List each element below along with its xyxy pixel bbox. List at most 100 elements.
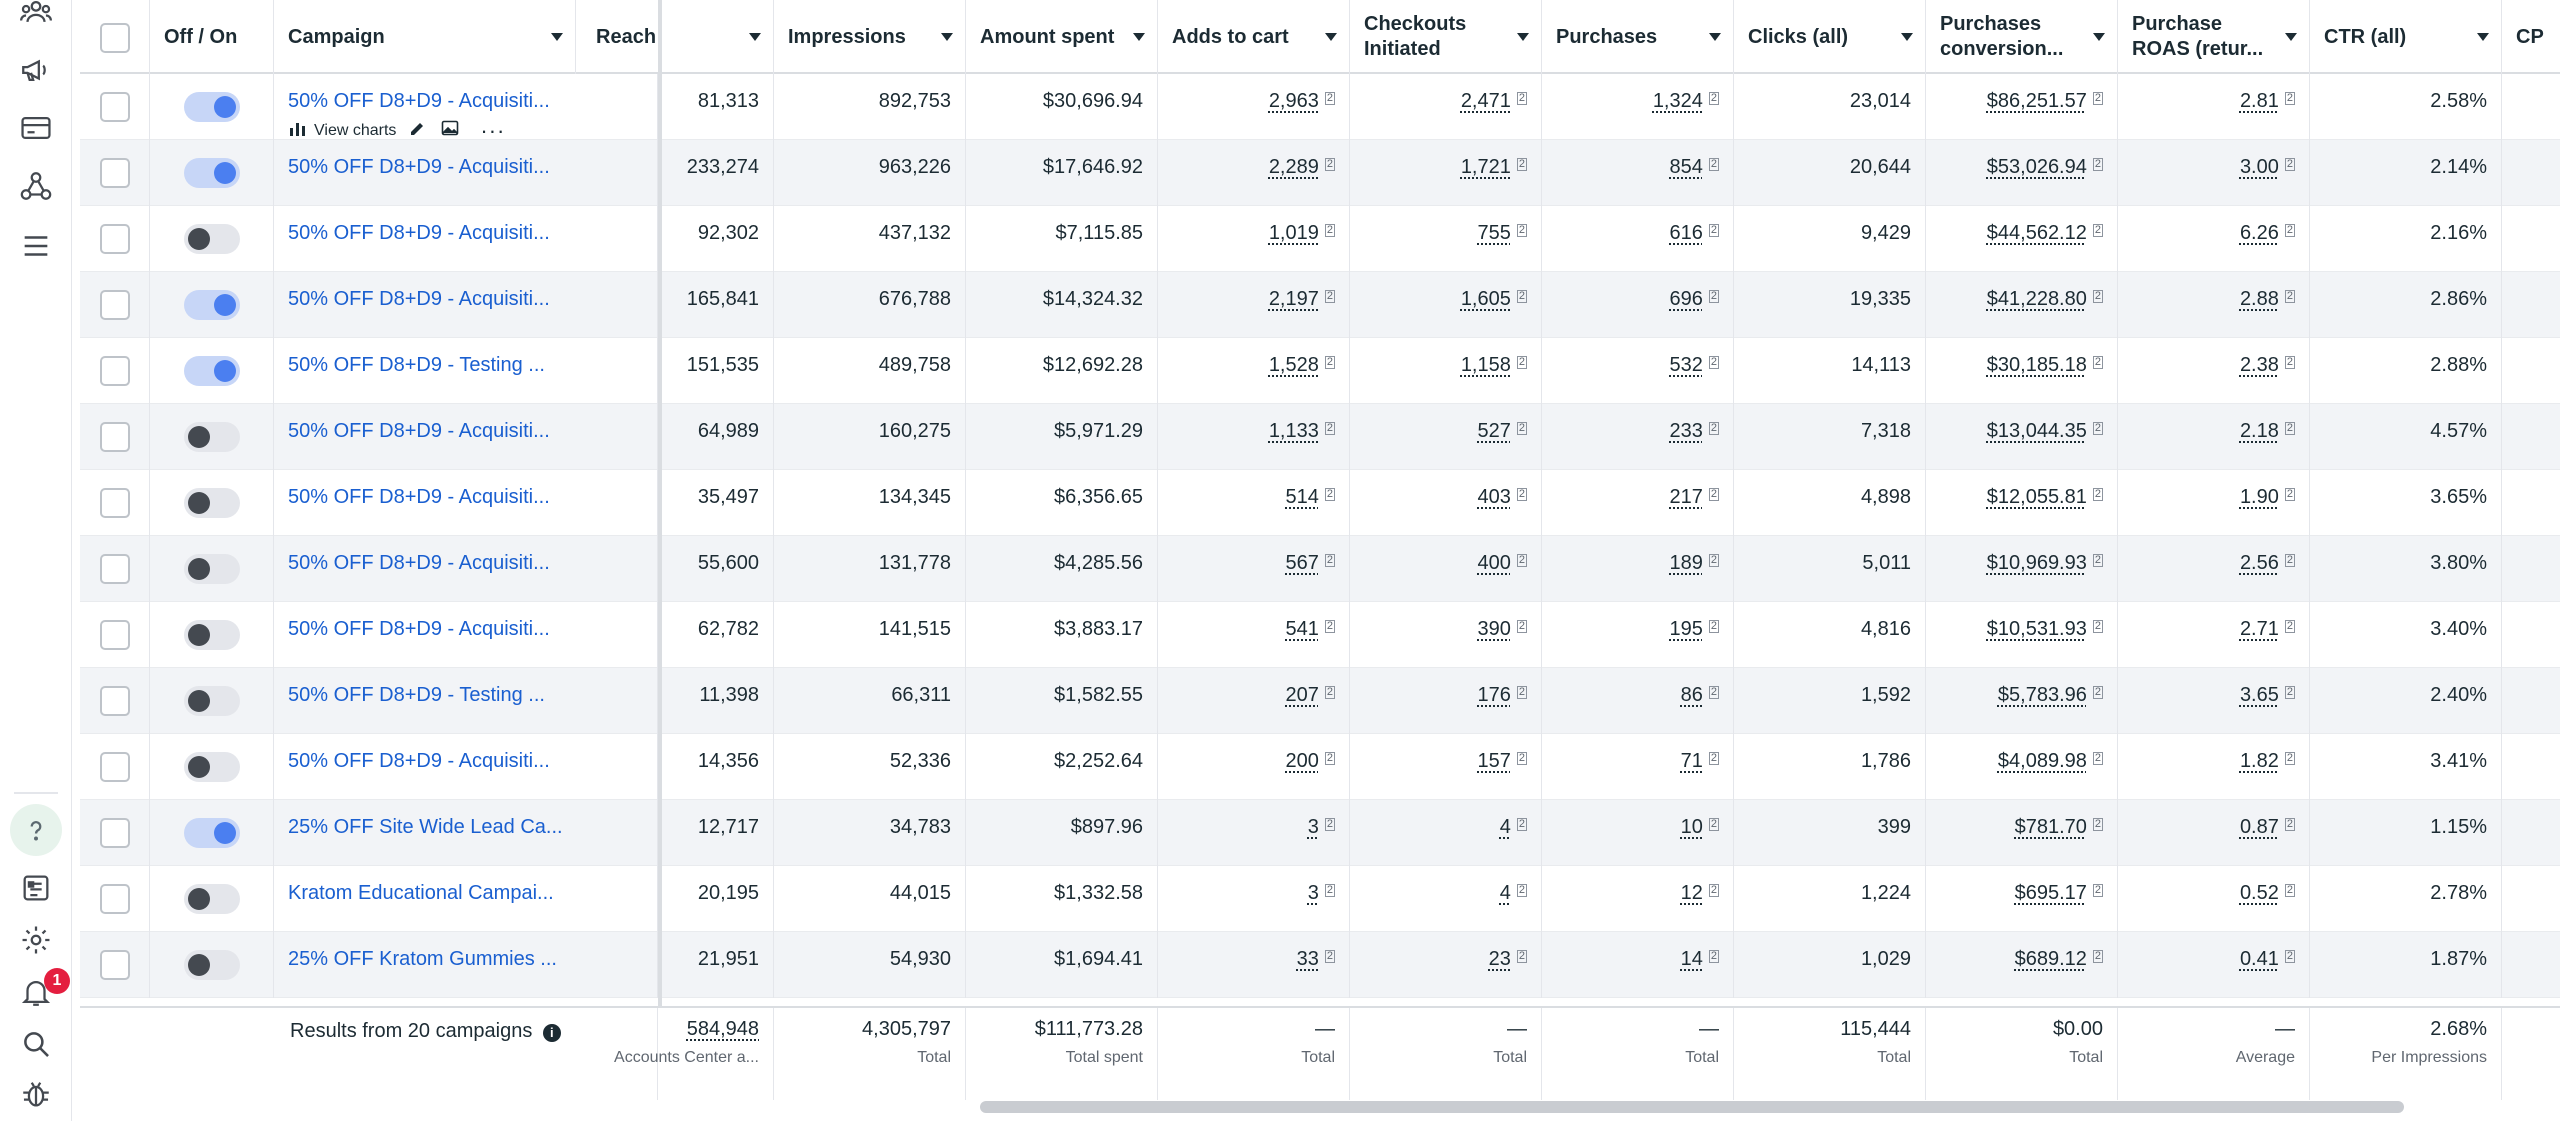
table-row[interactable]: 50% OFF D8+D9 - Acquisiti... 35,497 134,34… xyxy=(80,470,2560,536)
table-row[interactable]: 50% OFF D8+D9 - Acquisiti... 165,841 676,7… xyxy=(80,272,2560,338)
pencil-icon[interactable] xyxy=(408,118,428,140)
network-icon[interactable] xyxy=(10,160,62,212)
table-row[interactable]: 25% OFF Site Wide Lead Ca... 12,717 34,783… xyxy=(80,800,2560,866)
row-checkbox[interactable] xyxy=(99,950,130,980)
horizontal-scrollbar[interactable] xyxy=(980,1101,2404,1113)
menu-icon[interactable] xyxy=(10,220,62,272)
campaign-toggle[interactable] xyxy=(183,818,240,848)
row-select[interactable] xyxy=(80,932,150,998)
header-select-all[interactable] xyxy=(80,0,150,74)
search-icon[interactable] xyxy=(10,1018,62,1070)
campaign-link[interactable]: 50% OFF D8+D9 - Testing ... xyxy=(288,684,545,706)
row-select[interactable] xyxy=(80,338,150,404)
header-adds-to-cart[interactable]: Adds to cart xyxy=(1158,0,1350,74)
campaign-link[interactable]: 25% OFF Kratom Gummies ... xyxy=(288,948,557,970)
header-impressions[interactable]: Impressions xyxy=(774,0,966,74)
campaign-link[interactable]: Kratom Educational Campai... xyxy=(288,882,554,904)
campaign-toggle[interactable] xyxy=(183,92,240,122)
campaign-link[interactable]: 50% OFF D8+D9 - Acquisiti... xyxy=(288,486,550,508)
campaign-link[interactable]: 50% OFF D8+D9 - Testing ... xyxy=(288,354,545,376)
campaign-link[interactable]: 50% OFF D8+D9 - Acquisiti... xyxy=(288,156,550,178)
sort-caret-icon[interactable] xyxy=(1133,33,1145,41)
row-select[interactable] xyxy=(80,470,150,536)
sort-caret-icon[interactable] xyxy=(1709,33,1721,41)
bug-icon[interactable] xyxy=(10,1068,62,1120)
campaign-link[interactable]: 50% OFF D8+D9 - Acquisiti... xyxy=(288,420,550,442)
row-checkbox[interactable] xyxy=(99,224,130,254)
campaign-link[interactable]: 50% OFF D8+D9 - Acquisiti... xyxy=(288,750,550,772)
select-all-checkbox[interactable] xyxy=(99,23,130,53)
row-select[interactable] xyxy=(80,140,150,206)
sort-caret-icon[interactable] xyxy=(1901,33,1913,41)
row-select[interactable] xyxy=(80,602,150,668)
row-select[interactable] xyxy=(80,800,150,866)
header-purchases-conversion[interactable]: Purchases conversion... xyxy=(1926,0,2118,74)
campaign-toggle[interactable] xyxy=(183,554,240,584)
campaign-toggle[interactable] xyxy=(183,356,240,386)
campaign-toggle[interactable] xyxy=(183,884,240,914)
table-row[interactable]: 50% OFF D8+D9 - Testing ... 11,398 66,311 $… xyxy=(80,668,2560,734)
table-row[interactable]: 50% OFF D8+D9 - Acquisiti... 92,302 437,13… xyxy=(80,206,2560,272)
sort-caret-icon[interactable] xyxy=(941,33,953,41)
table-row[interactable]: 50% OFF D8+D9 - Acquisiti... 64,989 160,27… xyxy=(80,404,2560,470)
campaign-link[interactable]: 50% OFF D8+D9 - Acquisiti... xyxy=(288,222,550,244)
row-checkbox[interactable] xyxy=(99,158,130,188)
header-amount-spent[interactable]: Amount spent xyxy=(966,0,1158,74)
header-purchases[interactable]: Purchases xyxy=(1542,0,1734,74)
info-icon[interactable]: i xyxy=(542,1024,561,1042)
table-row[interactable]: Kratom Educational Campai... 20,195 44,015… xyxy=(80,866,2560,932)
view-charts-link[interactable]: View charts xyxy=(314,121,397,139)
row-select[interactable] xyxy=(80,668,150,734)
header-purchase-roas[interactable]: Purchase ROAS (retur... xyxy=(2118,0,2310,74)
table-row[interactable]: 50% OFF D8+D9 - Acquisiti... 55,600 131,77… xyxy=(80,536,2560,602)
campaign-link[interactable]: 50% OFF D8+D9 - Acquisiti... xyxy=(288,90,550,112)
row-checkbox[interactable] xyxy=(99,422,130,452)
row-checkbox[interactable] xyxy=(99,488,130,518)
campaign-link[interactable]: 50% OFF D8+D9 - Acquisiti... xyxy=(288,288,550,310)
campaign-toggle[interactable] xyxy=(183,752,240,782)
sort-caret-icon[interactable] xyxy=(1517,33,1529,41)
campaign-toggle[interactable] xyxy=(183,290,240,320)
sort-caret-icon[interactable] xyxy=(2093,33,2105,41)
header-checkouts-initiated[interactable]: Checkouts Initiated xyxy=(1350,0,1542,74)
row-select[interactable] xyxy=(80,206,150,272)
header-ctr-all[interactable]: CTR (all) xyxy=(2310,0,2502,74)
bar-chart-icon[interactable] xyxy=(288,118,308,140)
megaphone-icon[interactable] xyxy=(10,44,62,96)
campaign-link[interactable]: 50% OFF D8+D9 - Acquisiti... xyxy=(288,552,550,574)
row-checkbox[interactable] xyxy=(99,554,130,584)
row-checkbox[interactable] xyxy=(99,752,130,782)
table-row[interactable]: 50% OFF D8+D9 - Acquisiti... View charts ·… xyxy=(80,74,2560,140)
image-icon[interactable] xyxy=(440,118,460,140)
row-checkbox[interactable] xyxy=(99,356,130,386)
table-row[interactable]: 50% OFF D8+D9 - Acquisiti... 62,782 141,51… xyxy=(80,602,2560,668)
more-options-icon[interactable]: ··· xyxy=(480,117,506,140)
table-row[interactable]: 50% OFF D8+D9 - Acquisiti... 14,356 52,336… xyxy=(80,734,2560,800)
sort-caret-icon[interactable] xyxy=(749,33,761,41)
sort-caret-icon[interactable] xyxy=(1325,33,1337,41)
campaign-link[interactable]: 25% OFF Site Wide Lead Ca... xyxy=(288,816,563,838)
campaign-toggle[interactable] xyxy=(183,422,240,452)
row-checkbox[interactable] xyxy=(99,290,130,320)
row-checkbox[interactable] xyxy=(99,620,130,650)
campaign-toggle[interactable] xyxy=(183,686,240,716)
row-select[interactable] xyxy=(80,866,150,932)
people-icon[interactable] xyxy=(10,0,62,38)
header-campaign[interactable]: Campaign xyxy=(274,0,576,74)
row-select[interactable] xyxy=(80,536,150,602)
sort-caret-icon[interactable] xyxy=(2285,33,2297,41)
campaign-toggle[interactable] xyxy=(183,488,240,518)
row-checkbox[interactable] xyxy=(99,686,130,716)
sort-caret-icon[interactable] xyxy=(2477,33,2489,41)
row-select[interactable] xyxy=(80,74,150,140)
table-row[interactable]: 25% OFF Kratom Gummies ... 21,951 54,930 $1… xyxy=(80,932,2560,998)
row-checkbox[interactable] xyxy=(99,92,130,122)
bell-icon[interactable]: 1 xyxy=(10,966,70,1018)
pages-icon[interactable] xyxy=(10,862,62,914)
table-row[interactable]: 50% OFF D8+D9 - Acquisiti... 233,274 963,2… xyxy=(80,140,2560,206)
campaign-toggle[interactable] xyxy=(183,224,240,254)
header-clicks-all[interactable]: Clicks (all) xyxy=(1734,0,1926,74)
gear-icon[interactable] xyxy=(10,914,62,966)
row-select[interactable] xyxy=(80,404,150,470)
campaign-link[interactable]: 50% OFF D8+D9 - Acquisiti... xyxy=(288,618,550,640)
